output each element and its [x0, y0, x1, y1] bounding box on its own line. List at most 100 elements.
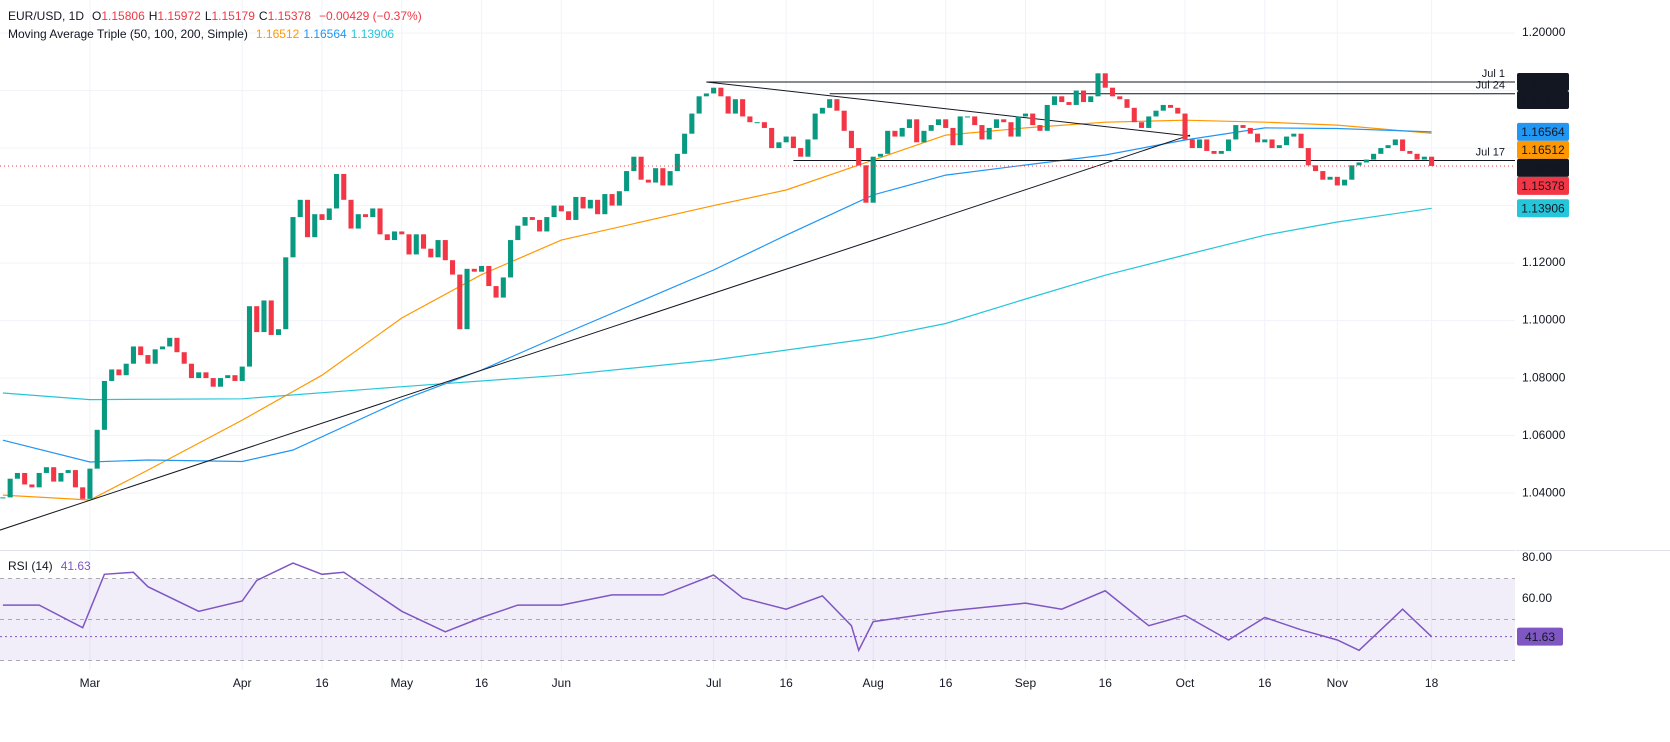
candle [341, 173, 347, 200]
candle [239, 366, 245, 381]
x-tick-label: 16 [1099, 676, 1113, 690]
rsi-badge: 41.63 [1517, 627, 1563, 646]
candle [790, 136, 796, 149]
candle [333, 173, 340, 209]
ohlc-value: 1.15378 [267, 9, 311, 23]
candle [1066, 102, 1072, 105]
badge-bg [1517, 627, 1563, 646]
badge-bg [1517, 90, 1569, 109]
badge-bg [1517, 199, 1569, 218]
trendline [706, 81, 1191, 137]
ma-value: 1.13906 [350, 27, 395, 41]
candle [674, 153, 680, 172]
candle [58, 472, 64, 482]
candle [1117, 96, 1123, 100]
candle [819, 107, 825, 114]
candle [1175, 107, 1181, 114]
candle [899, 127, 905, 137]
candle [471, 268, 477, 272]
ohlc-value: 1.15179 [211, 9, 255, 23]
ohlc-value: 1.15806 [101, 9, 145, 23]
candle [1037, 125, 1043, 131]
symbol: EUR/USD, 1D [8, 9, 85, 23]
candle [776, 142, 782, 149]
change: −0.00429 (−0.37%) [318, 9, 422, 23]
candle [1189, 139, 1195, 149]
candle [1421, 156, 1427, 160]
candle [123, 363, 129, 376]
trendline [0, 134, 1191, 531]
ohlc-key: O [92, 9, 102, 23]
candle [544, 217, 550, 232]
candle [0, 497, 6, 499]
badge-label: 1.16512 [1521, 143, 1565, 157]
candle [885, 130, 891, 154]
candle [1080, 90, 1087, 103]
candle [304, 199, 311, 238]
y-tick-label: 80.00 [1522, 550, 1552, 564]
candle [36, 472, 42, 488]
x-tick-label: Sep [1015, 676, 1037, 690]
candle [283, 257, 289, 330]
candle [747, 116, 753, 123]
candle [1124, 99, 1130, 108]
y-tick-label: 60.00 [1522, 591, 1552, 605]
candle [145, 355, 151, 364]
candle [486, 265, 492, 287]
ma-line [2, 127, 1432, 463]
x-tick-label: Aug [862, 676, 883, 690]
candle [943, 119, 949, 128]
x-tick-label: Nov [1327, 676, 1348, 690]
candle [1167, 104, 1174, 108]
candle [783, 136, 789, 143]
candle [1044, 104, 1050, 131]
x-tick-label: 16 [475, 676, 489, 690]
price-badge: 1.18300 [1517, 72, 1569, 91]
candle [138, 346, 144, 356]
candle [1262, 139, 1268, 143]
x-tick-label: 16 [315, 676, 329, 690]
price-badge: 1.15378 [1517, 176, 1569, 195]
candle [761, 122, 767, 128]
candle [450, 260, 456, 275]
candle [1008, 122, 1014, 137]
candle [87, 468, 93, 499]
candle [935, 119, 941, 126]
badge-bg [1517, 140, 1569, 159]
candle [348, 199, 354, 229]
candle [587, 199, 593, 209]
candle [863, 165, 869, 203]
badge-label: 1.17890 [1521, 93, 1565, 107]
candle [384, 234, 390, 241]
candle [1414, 153, 1420, 160]
candle [877, 153, 883, 157]
candle [689, 113, 695, 134]
candle [1378, 148, 1384, 154]
candle [848, 130, 854, 149]
level-name: Jul 17 [1476, 146, 1505, 158]
candle [1313, 165, 1319, 172]
y-tick-label: 1.06000 [1522, 428, 1566, 442]
candle [312, 214, 318, 238]
candle [1211, 150, 1217, 154]
candle [167, 337, 173, 347]
candle [1255, 133, 1261, 143]
candle [964, 116, 970, 118]
candle [7, 478, 13, 498]
candle [72, 470, 78, 488]
ma-values: 1.16512 1.16564 1.13906 [256, 27, 398, 41]
candle [43, 467, 49, 473]
indicator: Moving Average Triple (50, 100, 200, Sim… [8, 27, 248, 41]
candle [80, 487, 86, 499]
candle [1356, 162, 1362, 166]
badge-bg [1517, 158, 1569, 177]
candle [957, 116, 963, 146]
candle [1363, 159, 1369, 163]
candle [682, 133, 688, 154]
candle [399, 231, 405, 235]
candle [921, 130, 927, 143]
rsi-line [2, 562, 1433, 653]
candle [493, 286, 499, 298]
candle [812, 113, 818, 140]
x-tick-label: Jun [552, 676, 571, 690]
